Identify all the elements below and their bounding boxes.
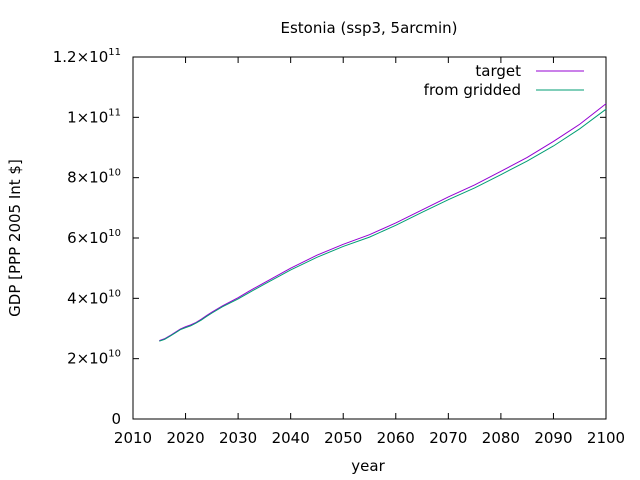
y-tick-label: 2×1010	[67, 349, 121, 368]
y-tick-label: 4×1010	[67, 288, 121, 307]
x-tick-label: 2060	[377, 429, 415, 447]
x-tick-label: 2020	[166, 429, 204, 447]
legend-label: target	[475, 62, 521, 80]
chart-title: Estonia (ssp3, 5arcmin)	[280, 19, 457, 37]
series-line-from-gridded	[159, 108, 607, 342]
y-tick-label: 1.2×1011	[53, 47, 121, 66]
x-tick-label: 2080	[482, 429, 520, 447]
y-tick-label: 1×1011	[67, 107, 121, 126]
legend-label: from gridded	[424, 81, 521, 99]
x-axis-label: year	[351, 457, 385, 475]
x-tick-label: 2090	[534, 429, 572, 447]
x-tick-label: 2050	[324, 429, 362, 447]
x-tick-label: 2030	[219, 429, 257, 447]
axis-ticks	[132, 56, 607, 420]
y-tick-label: 0	[111, 410, 121, 428]
y-axis-label: GDP [PPP 2005 Int $]	[6, 159, 24, 317]
x-tick-label: 2010	[114, 429, 152, 447]
y-tick-label: 8×1010	[67, 168, 121, 187]
plot-frame	[132, 56, 607, 420]
x-tick-label: 2040	[272, 429, 310, 447]
y-tick-labels: 0 2×1010 4×1010 6×1010 8×1010 1×1011 1.2×1011	[53, 47, 121, 428]
x-tick-label: 2100	[587, 429, 625, 447]
series-lines	[159, 103, 607, 342]
y-tick-label: 6×1010	[67, 228, 121, 247]
x-tick-labels: 2010 2020 2030 2040 2050 2060 2070 2080 2090 2100	[114, 429, 625, 447]
x-tick-label: 2070	[429, 429, 467, 447]
series-line-target	[159, 103, 607, 342]
